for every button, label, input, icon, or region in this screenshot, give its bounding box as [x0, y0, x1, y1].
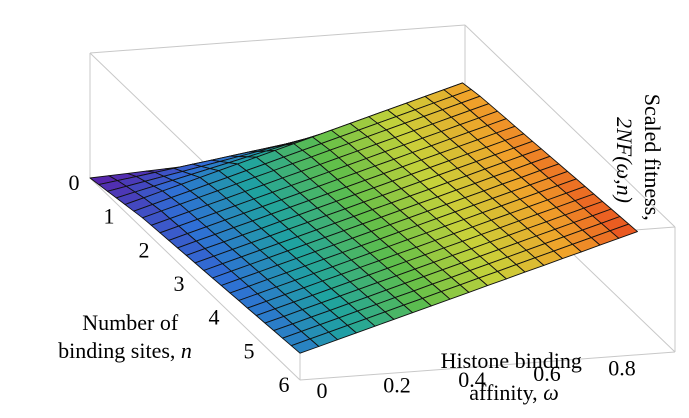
- z-axis-label-line1: Scaled fitness,: [640, 94, 665, 221]
- x-tick-5: 5: [244, 338, 255, 363]
- box-edge-7: [89, 24, 466, 54]
- box-edge-0: [89, 177, 301, 381]
- y-tick-4: 0.8: [608, 356, 636, 381]
- x-tick-1: 1: [104, 204, 115, 229]
- svg-text:Scaled fitness, 2NF(ω,n): Scaled fitness, 2NF(ω,n): [612, 94, 665, 227]
- x-tick-3: 3: [174, 271, 185, 296]
- y-tick-3: 0.6: [533, 361, 561, 386]
- x-axis-label-line2: binding sites,: [58, 338, 181, 363]
- z-axis-label-line2: 2NF(ω,n): [612, 117, 637, 203]
- y-axis-label-line2: affinity,: [469, 380, 543, 405]
- y-axis-label: Histone binding affinity, ω: [441, 348, 588, 405]
- x-axis-label: Number of binding sites, n: [58, 310, 192, 363]
- x-tick-0: 0: [69, 170, 80, 195]
- y-tick-0: 0: [317, 378, 328, 403]
- x-axis-label-line1: Number of: [82, 310, 179, 335]
- z-axis-label: Scaled fitness, 2NF(ω,n): [612, 94, 665, 227]
- y-tick-1: 0.2: [383, 372, 411, 397]
- y-axis-label-line1: Histone binding: [441, 348, 582, 373]
- fitness-surface: [89, 82, 638, 354]
- x-tick-4: 4: [209, 305, 220, 330]
- box-edge-1: [299, 351, 676, 381]
- surface-cell-23-0: [290, 338, 320, 354]
- y-axis-label-var: ω: [543, 380, 559, 405]
- y-tick-2: 0.4: [458, 367, 486, 392]
- box-edge-6: [464, 24, 676, 228]
- y-axis-ticks: 0 0.2 0.4 0.6 0.8: [317, 356, 636, 403]
- x-tick-2: 2: [139, 237, 150, 262]
- x-axis-label-var: n: [181, 338, 192, 363]
- x-tick-6: 6: [279, 372, 290, 397]
